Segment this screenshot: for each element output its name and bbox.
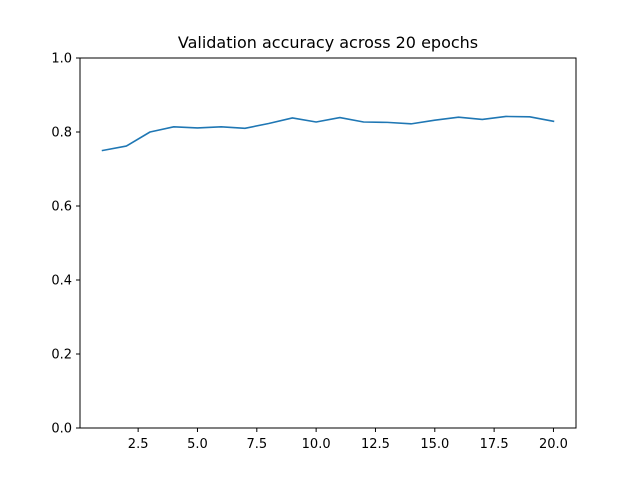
y-tick-label: 0.4 [51,274,72,289]
y-tick-label: 0.6 [51,200,72,215]
y-tick-label: 0.2 [51,348,72,363]
series-line [101,115,555,152]
axes: 2.5 5.0 7.5 10.0 12.5 15.0 17.5 20.0 0.0 0.2 0.4 0.… [51,52,568,453]
x-tick-label: 5.0 [187,437,208,452]
x-tick-label: 17.5 [480,437,509,452]
plot-area-frame [79,57,577,429]
chart-title: Validation accuracy across 20 epochs [178,33,478,52]
x-tick-label: 12.5 [361,437,390,452]
x-tick-label: 10.0 [302,437,331,452]
y-tick-label: 1.0 [51,52,72,67]
y-tick-label: 0.8 [51,126,72,141]
x-tick-label: 20.0 [539,437,568,452]
x-tick-label: 15.0 [420,437,449,452]
series-layer [101,115,555,152]
y-tick-label: 0.0 [51,422,72,437]
x-tick-label: 2.5 [128,437,149,452]
x-tick-label: 7.5 [246,437,267,452]
